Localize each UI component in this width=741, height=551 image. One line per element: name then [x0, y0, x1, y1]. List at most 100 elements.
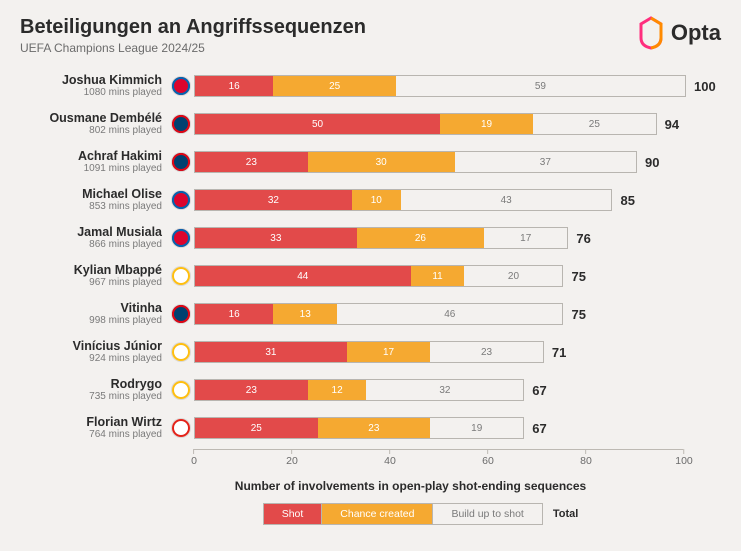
- club-badge-icon: [172, 153, 190, 171]
- segment-buildup: 59: [396, 76, 685, 96]
- player-row: Jamal Musiala866 mins played 332617 76: [20, 219, 721, 257]
- total-value: 71: [552, 345, 566, 360]
- player-name: Rodrygo: [20, 378, 162, 392]
- x-axis: 020406080100: [194, 449, 721, 475]
- player-row: Michael Olise853 mins played 321043 85: [20, 181, 721, 219]
- club-badge-icon: [172, 381, 190, 399]
- player-mins: 998 mins played: [20, 315, 162, 326]
- legend-buildup: Build up to shot: [433, 503, 542, 525]
- segment-chance: 17: [347, 342, 430, 362]
- stacked-bar: 311723: [194, 341, 544, 363]
- segment-buildup: 17: [484, 228, 567, 248]
- stacked-bar: 321043: [194, 189, 612, 211]
- segment-chance: 25: [273, 76, 396, 96]
- stacked-bar: 161346: [194, 303, 563, 325]
- club-badge-col: [168, 229, 194, 247]
- player-mins: 853 mins played: [20, 201, 162, 212]
- segment-shot: 32: [195, 190, 352, 210]
- legend: Shot Chance created Build up to shot Tot…: [120, 503, 721, 525]
- club-badge-col: [168, 343, 194, 361]
- player-label: Vinícius Júnior924 mins played: [20, 340, 168, 365]
- brand-logo: Opta: [637, 16, 721, 50]
- player-row: Rodrygo735 mins played 23123267: [20, 371, 721, 409]
- bar-col: 233037 90: [194, 151, 721, 173]
- total-value: 76: [576, 231, 590, 246]
- player-name: Vinícius Júnior: [20, 340, 162, 354]
- stacked-bar: 332617: [194, 227, 568, 249]
- legend-chance: Chance created: [322, 503, 433, 525]
- legend-total: Total: [553, 503, 578, 525]
- segment-buildup: 46: [337, 304, 562, 324]
- title-block: Beteiligungen an Angriffssequenzen UEFA …: [20, 16, 366, 55]
- club-badge-col: [168, 381, 194, 399]
- axis-tick: 0: [191, 449, 197, 467]
- player-name: Michael Olise: [20, 188, 162, 202]
- total-value: 67: [532, 421, 546, 436]
- chart-subtitle: UEFA Champions League 2024/25: [20, 41, 366, 55]
- player-name: Joshua Kimmich: [20, 74, 162, 88]
- segment-chance: 30: [308, 152, 455, 172]
- stacked-bar: 441120: [194, 265, 563, 287]
- bar-col: 332617 76: [194, 227, 721, 249]
- chart-area: Joshua Kimmich1080 mins played 162559 100 O…: [20, 67, 721, 525]
- club-badge-icon: [172, 115, 190, 133]
- player-name: Jamal Musiala: [20, 226, 162, 240]
- segment-shot: 31: [195, 342, 347, 362]
- segment-buildup: 20: [464, 266, 562, 286]
- player-name: Vitinha: [20, 302, 162, 316]
- player-row: Florian Wirtz764 mins played25231967: [20, 409, 721, 447]
- segment-shot: 23: [195, 380, 308, 400]
- stacked-bar: 162559: [194, 75, 686, 97]
- player-row: Kylian Mbappé967 mins played 44112075: [20, 257, 721, 295]
- player-name: Florian Wirtz: [20, 416, 162, 430]
- segment-shot: 44: [195, 266, 411, 286]
- player-label: Ousmane Dembélé802 mins played: [20, 112, 168, 137]
- player-label: Joshua Kimmich1080 mins played: [20, 74, 168, 99]
- player-label: Vitinha998 mins played: [20, 302, 168, 327]
- segment-buildup: 19: [430, 418, 523, 438]
- player-mins: 1080 mins played: [20, 87, 162, 98]
- segment-shot: 23: [195, 152, 308, 172]
- segment-buildup: 37: [455, 152, 636, 172]
- player-label: Kylian Mbappé967 mins played: [20, 264, 168, 289]
- total-value: 85: [620, 193, 634, 208]
- brand-name: Opta: [671, 20, 721, 46]
- segment-chance: 19: [440, 114, 533, 134]
- bar-rows: Joshua Kimmich1080 mins played 162559 100 O…: [20, 67, 721, 447]
- club-badge-icon: [172, 267, 190, 285]
- axis-tick: 100: [675, 449, 693, 467]
- segment-chance: 13: [273, 304, 337, 324]
- total-value: 100: [694, 79, 716, 94]
- player-mins: 1091 mins played: [20, 163, 162, 174]
- segment-shot: 25: [195, 418, 318, 438]
- chart-title: Beteiligungen an Angriffssequenzen: [20, 16, 366, 39]
- club-badge-col: [168, 77, 194, 95]
- club-badge-col: [168, 267, 194, 285]
- bar-col: 23123267: [194, 379, 721, 401]
- player-mins: 764 mins played: [20, 429, 162, 440]
- segment-shot: 33: [195, 228, 357, 248]
- club-badge-col: [168, 115, 194, 133]
- bar-col: 44112075: [194, 265, 721, 287]
- segment-buildup: 25: [533, 114, 656, 134]
- club-badge-icon: [172, 191, 190, 209]
- bar-col: 311723 71: [194, 341, 721, 363]
- club-badge-col: [168, 305, 194, 323]
- club-badge-icon: [172, 229, 190, 247]
- player-row: Vitinha998 mins played16134675: [20, 295, 721, 333]
- player-label: Jamal Musiala866 mins played: [20, 226, 168, 251]
- header: Beteiligungen an Angriffssequenzen UEFA …: [20, 16, 721, 55]
- club-badge-icon: [172, 343, 190, 361]
- segment-buildup: 32: [366, 380, 523, 400]
- total-value: 90: [645, 155, 659, 170]
- club-badge-col: [168, 191, 194, 209]
- player-mins: 802 mins played: [20, 125, 162, 136]
- player-row: Joshua Kimmich1080 mins played 162559 100: [20, 67, 721, 105]
- legend-shot: Shot: [263, 503, 323, 525]
- segment-chance: 26: [357, 228, 484, 248]
- player-mins: 924 mins played: [20, 353, 162, 364]
- player-label: Achraf Hakimi1091 mins played: [20, 150, 168, 175]
- bar-col: 162559 100: [194, 75, 721, 97]
- player-label: Rodrygo735 mins played: [20, 378, 168, 403]
- segment-shot: 50: [195, 114, 440, 134]
